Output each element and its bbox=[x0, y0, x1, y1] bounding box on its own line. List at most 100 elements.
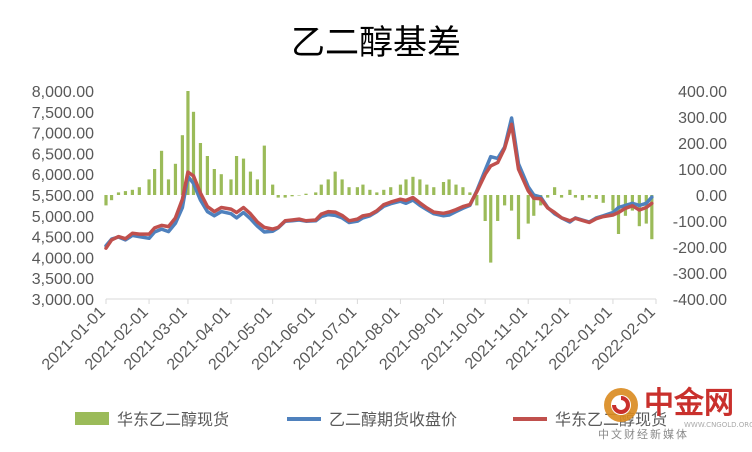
legend: 华东乙二醇现货 乙二醇期货收盘价 华东乙二醇现货 bbox=[75, 410, 667, 429]
bar bbox=[432, 187, 436, 195]
bar bbox=[271, 184, 275, 195]
bar bbox=[137, 187, 141, 195]
y-left-tick-label: 7,000.00 bbox=[32, 126, 94, 143]
bar bbox=[368, 189, 372, 195]
bar bbox=[389, 187, 393, 195]
y-left-tick-label: 3,500.00 bbox=[32, 271, 94, 288]
bar bbox=[186, 91, 190, 195]
bar bbox=[248, 171, 253, 195]
y-left-tick-label: 7,500.00 bbox=[32, 105, 94, 122]
bar bbox=[546, 195, 550, 198]
y-axis-left: 8,000.00 7,500.00 7,000.00 6,500.00 6,000.00… bbox=[32, 84, 94, 309]
bar bbox=[496, 195, 500, 221]
bar bbox=[347, 187, 351, 195]
y-left-tick-label: 4,000.00 bbox=[32, 250, 94, 267]
bar bbox=[153, 169, 157, 195]
bar bbox=[509, 195, 514, 211]
bar bbox=[290, 195, 294, 197]
bar bbox=[116, 192, 121, 195]
bar bbox=[568, 189, 572, 195]
bar bbox=[262, 145, 266, 195]
legend-label-spot-bar: 华东乙二醇现货 bbox=[117, 410, 229, 429]
bar bbox=[123, 191, 128, 195]
y-right-tick-label: 300.00 bbox=[678, 110, 727, 127]
bar bbox=[283, 195, 287, 198]
bar bbox=[255, 179, 259, 195]
legend-label-spot-line: 华东乙二醇现货 bbox=[555, 410, 667, 429]
bar bbox=[475, 195, 479, 206]
y-left-tick-label: 4,500.00 bbox=[32, 230, 94, 247]
bar bbox=[276, 195, 280, 198]
bar bbox=[461, 187, 465, 195]
watermark-name: 中金网 bbox=[644, 386, 734, 421]
y-right-tick-label: 100.00 bbox=[678, 162, 727, 179]
cngold-logo-icon bbox=[604, 388, 638, 422]
y-axis-right: 400.00 300.00 200.00 100.00 0.00 -100.00 -200.… bbox=[673, 84, 727, 309]
bar bbox=[319, 184, 323, 195]
bar bbox=[532, 195, 536, 216]
bar bbox=[326, 179, 330, 195]
chart-title: 乙二醇基差 bbox=[291, 23, 461, 63]
bar bbox=[382, 189, 386, 195]
bar bbox=[304, 193, 308, 195]
y-left-tick-label: 6,500.00 bbox=[32, 146, 94, 163]
watermark-tagline: 中文财经新媒体 bbox=[598, 427, 689, 441]
bar bbox=[130, 189, 134, 195]
bar bbox=[229, 179, 233, 195]
bar bbox=[587, 195, 591, 198]
bar bbox=[559, 195, 564, 198]
bar bbox=[553, 187, 557, 195]
bar bbox=[404, 179, 408, 195]
bar bbox=[418, 179, 422, 195]
bar bbox=[314, 192, 318, 195]
bar bbox=[173, 163, 178, 195]
line-series bbox=[104, 116, 654, 250]
y-left-tick-label: 6,000.00 bbox=[32, 167, 94, 184]
bar bbox=[503, 195, 507, 206]
bar bbox=[573, 195, 578, 198]
bar bbox=[580, 195, 584, 201]
bar bbox=[198, 143, 203, 195]
bar bbox=[191, 111, 196, 195]
bar bbox=[159, 150, 164, 195]
bar bbox=[234, 156, 239, 195]
bar bbox=[516, 195, 521, 240]
bar bbox=[425, 184, 429, 195]
legend-swatch-bar bbox=[75, 412, 109, 425]
bar bbox=[340, 179, 344, 195]
bar bbox=[411, 176, 415, 195]
bar bbox=[601, 195, 605, 203]
bar bbox=[398, 184, 403, 195]
y-left-tick-label: 3,000.00 bbox=[32, 292, 94, 309]
bar bbox=[594, 195, 598, 199]
y-right-tick-label: -300.00 bbox=[673, 266, 727, 283]
bar bbox=[468, 192, 472, 195]
y-left-tick-label: 5,500.00 bbox=[32, 188, 94, 205]
bar bbox=[109, 195, 114, 201]
watermark-url: WWW.CNGOLD.ORG bbox=[684, 421, 752, 429]
bar bbox=[355, 187, 359, 195]
bar bbox=[616, 195, 621, 234]
bar bbox=[361, 184, 365, 195]
bar bbox=[297, 195, 301, 196]
y-right-tick-label: 200.00 bbox=[678, 136, 727, 153]
y-left-tick-label: 5,000.00 bbox=[32, 209, 94, 226]
bar bbox=[333, 171, 337, 195]
y-left-tick-label: 8,000.00 bbox=[32, 84, 94, 101]
bar bbox=[447, 179, 451, 195]
y-right-tick-label: -400.00 bbox=[673, 292, 727, 309]
bar bbox=[241, 158, 246, 195]
bar bbox=[166, 179, 171, 195]
bar bbox=[489, 195, 493, 263]
bar bbox=[483, 195, 487, 221]
bar bbox=[104, 195, 108, 206]
bar bbox=[180, 135, 184, 195]
bar bbox=[147, 179, 151, 195]
bar bbox=[375, 192, 379, 195]
bar bbox=[526, 195, 530, 224]
bar bbox=[219, 174, 223, 195]
series-line-spot bbox=[104, 122, 654, 250]
bar bbox=[611, 195, 615, 211]
